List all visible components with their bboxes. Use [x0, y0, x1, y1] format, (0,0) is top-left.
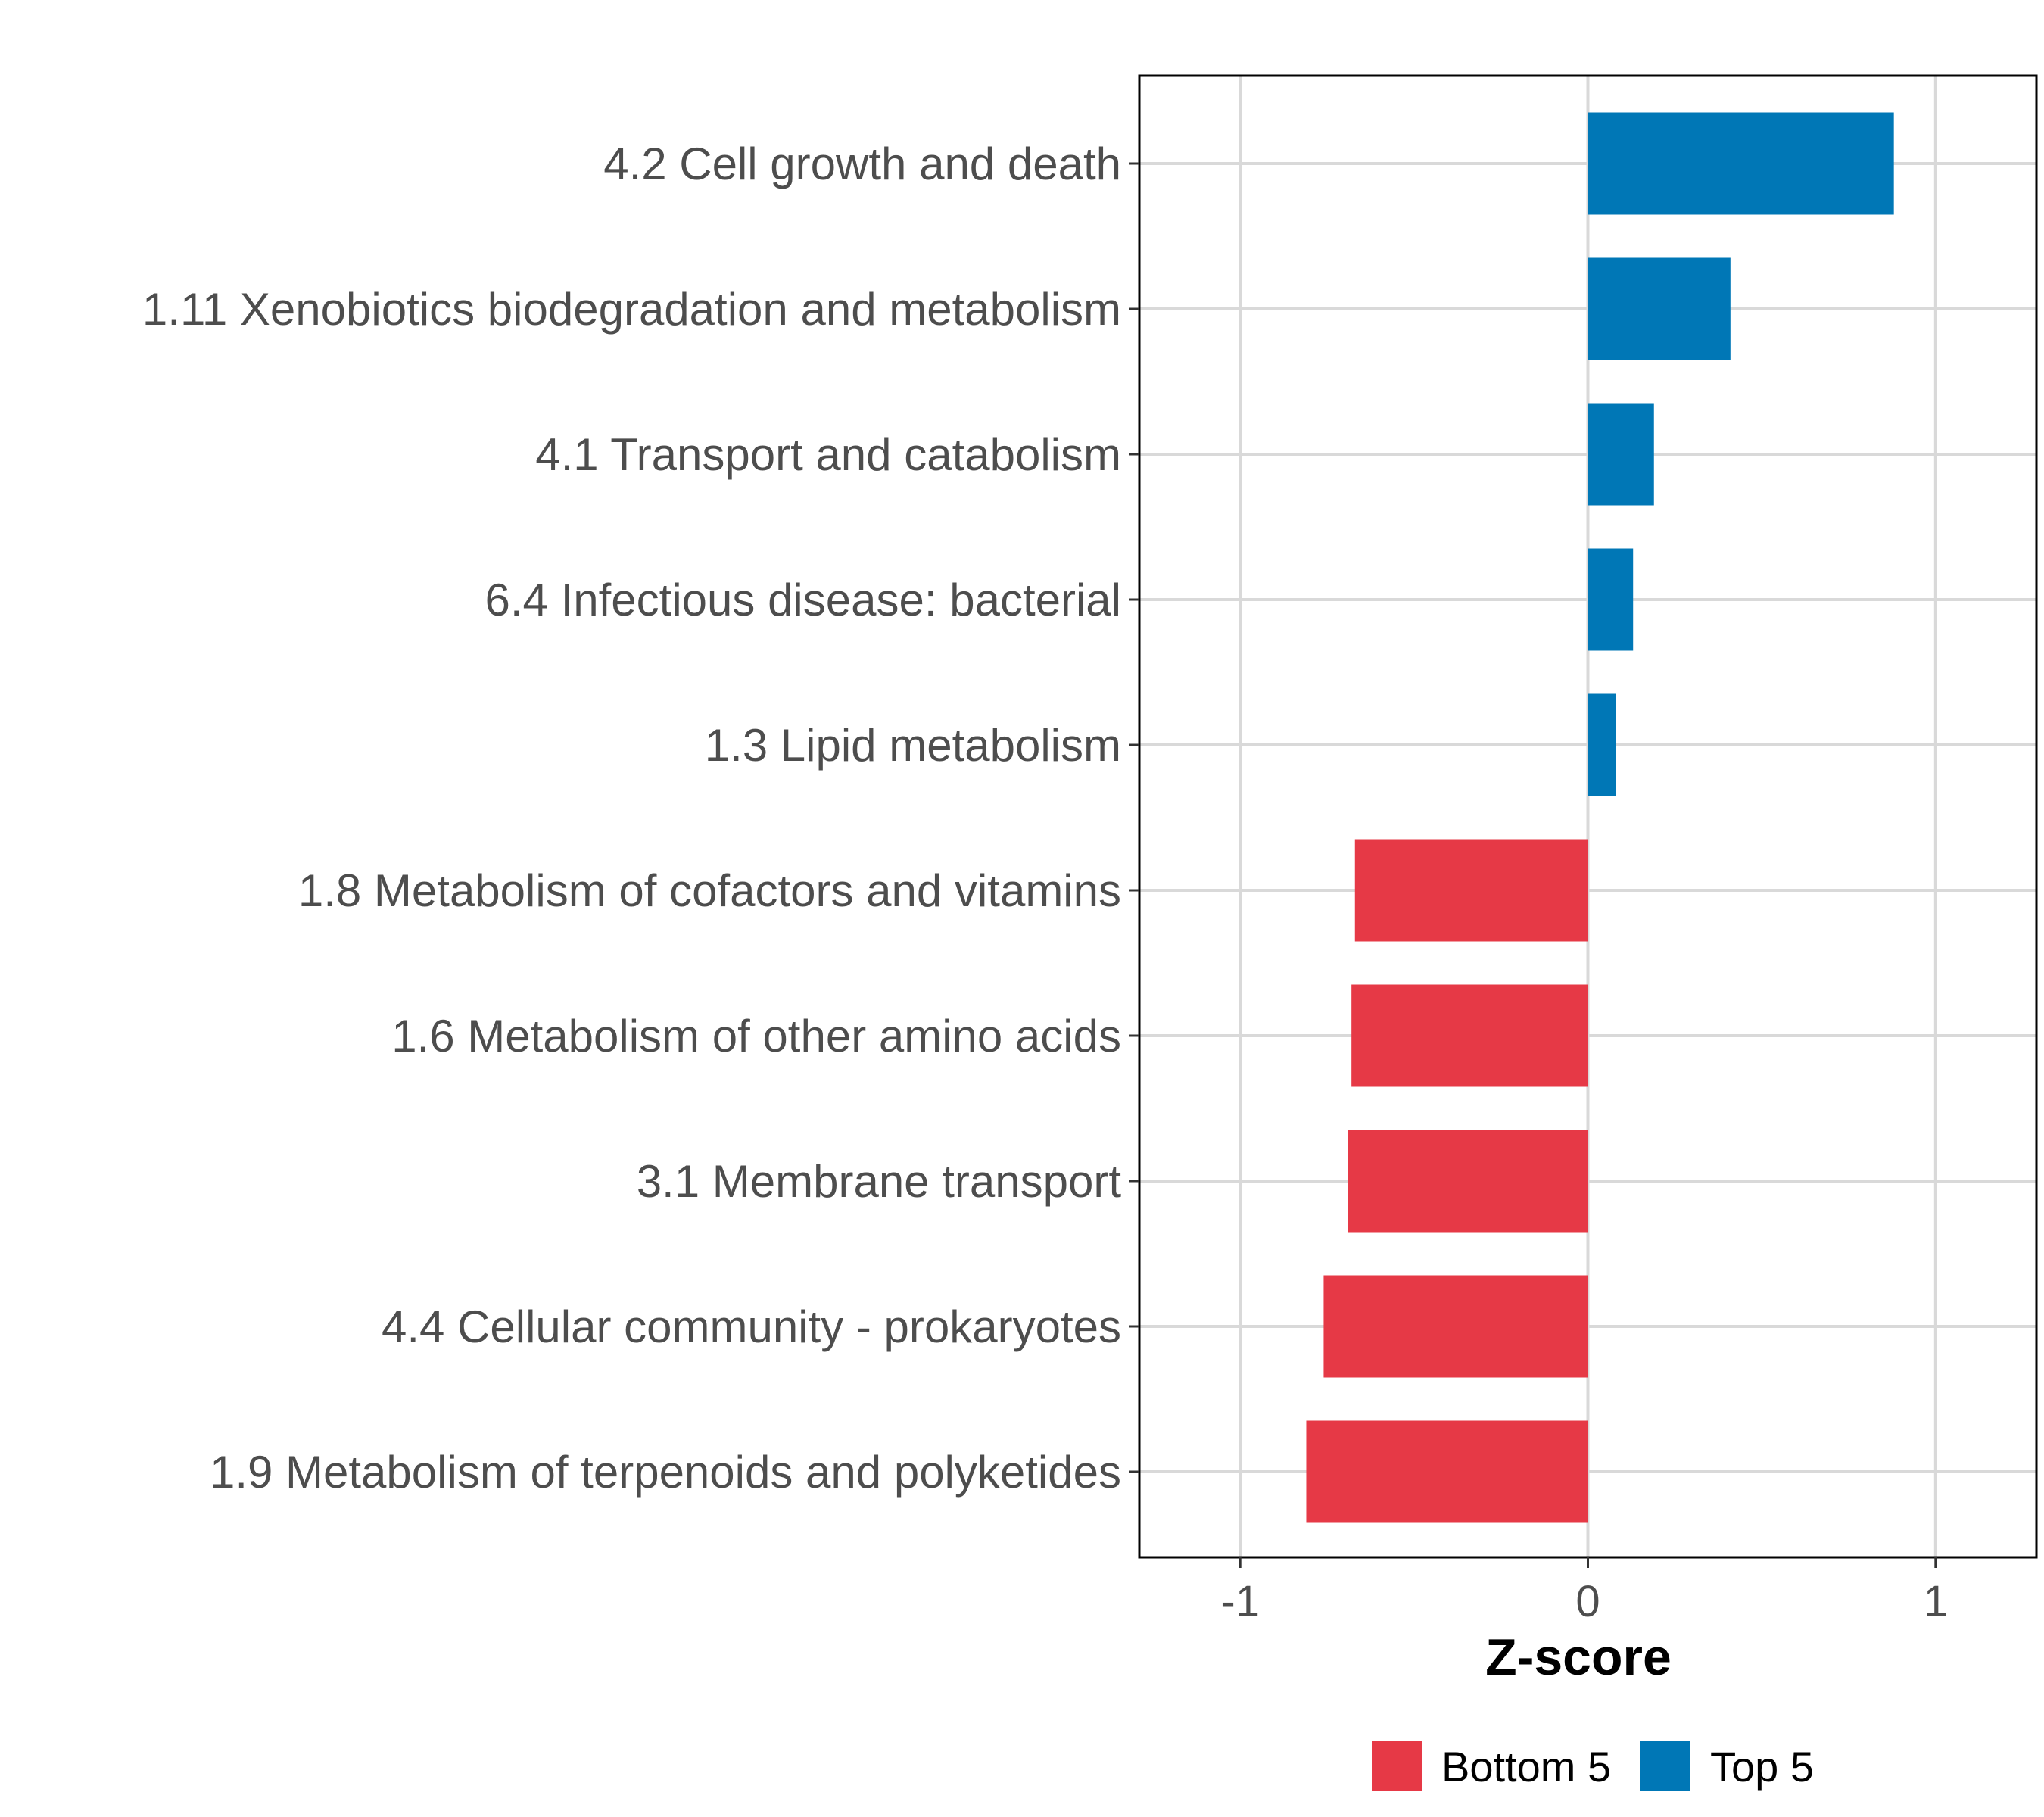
- bar: [1348, 1130, 1588, 1233]
- bar: [1588, 257, 1731, 360]
- y-tick-label: 4.1 Transport and catabolism: [535, 429, 1121, 480]
- y-tick-label: 4.4 Cellular community - prokaryotes: [382, 1301, 1121, 1352]
- x-tick-label: 0: [1575, 1577, 1600, 1626]
- bar: [1588, 112, 1894, 215]
- legend: Bottom 5 Top 5: [1372, 1741, 1814, 1791]
- x-axis-ticks: -1 0 1: [1220, 1557, 1948, 1626]
- legend-key: [1372, 1741, 1422, 1791]
- bar: [1588, 403, 1654, 506]
- x-axis-title: Z-score: [1485, 1628, 1672, 1686]
- bar: [1588, 693, 1616, 796]
- bar: [1354, 839, 1588, 942]
- x-tick-label: 1: [1924, 1577, 1948, 1626]
- y-tick-label: 1.11 Xenobiotics biodegradation and meta…: [142, 284, 1121, 335]
- bar: [1306, 1420, 1588, 1523]
- legend-label: Bottom 5: [1441, 1743, 1611, 1791]
- bar: [1588, 548, 1634, 651]
- bars: [1306, 112, 1894, 1523]
- bar: [1323, 1275, 1588, 1378]
- x-tick-label: -1: [1220, 1577, 1260, 1626]
- y-tick-label: 4.2 Cell growth and death: [603, 139, 1121, 189]
- legend-key: [1640, 1741, 1690, 1791]
- y-tick-label: 1.8 Metabolism of cofactors and vitamins: [298, 865, 1121, 916]
- bar: [1351, 984, 1588, 1087]
- y-axis-labels: 4.2 Cell growth and death 1.11 Xenobiotic…: [142, 139, 1139, 1498]
- legend-label: Top 5: [1710, 1743, 1814, 1791]
- y-tick-label: 1.9 Metabolism of terpenoids and polyket…: [210, 1447, 1121, 1498]
- y-tick-label: 1.3 Lipid metabolism: [705, 720, 1121, 771]
- y-tick-label: 1.6 Metabolism of other amino acids: [391, 1011, 1121, 1061]
- y-tick-label: 3.1 Membrane transport: [637, 1156, 1122, 1207]
- y-tick-label: 6.4 Infectious disease: bacterial: [485, 575, 1122, 625]
